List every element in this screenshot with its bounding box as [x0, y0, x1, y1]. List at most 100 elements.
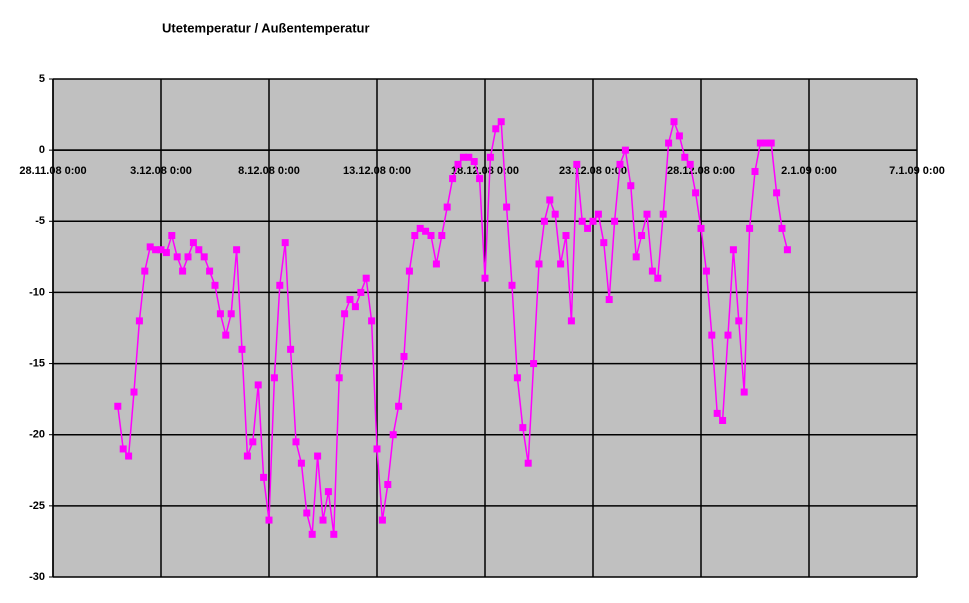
point-marker	[357, 288, 365, 296]
y-tick-label: -10	[29, 286, 45, 298]
point-marker	[206, 267, 214, 275]
point-marker	[189, 239, 197, 247]
point-marker	[778, 224, 786, 232]
point-marker	[168, 232, 176, 240]
y-tick-label: -5	[35, 215, 45, 227]
point-marker	[562, 232, 570, 240]
point-marker	[681, 153, 689, 161]
point-marker	[697, 224, 705, 232]
point-marker	[713, 409, 721, 417]
point-marker	[551, 210, 559, 218]
point-marker	[292, 438, 300, 446]
point-marker	[184, 253, 192, 261]
point-marker	[719, 416, 727, 424]
chart-title: Utetemperatur / Außentemperatur	[162, 20, 370, 35]
point-marker	[405, 267, 413, 275]
point-marker	[746, 224, 754, 232]
point-marker	[503, 203, 511, 211]
point-marker	[621, 146, 629, 154]
point-marker	[200, 253, 208, 261]
point-marker	[238, 345, 246, 353]
x-tick-label: 8.12.08 0:00	[238, 165, 300, 177]
point-marker	[573, 160, 581, 168]
point-marker	[416, 224, 424, 232]
point-marker	[751, 167, 759, 175]
point-marker	[675, 132, 683, 140]
point-marker	[438, 232, 446, 240]
point-marker	[729, 246, 737, 254]
point-marker	[373, 445, 381, 453]
point-marker	[125, 452, 133, 460]
point-marker	[249, 438, 257, 446]
point-marker	[513, 374, 521, 382]
point-marker	[767, 139, 775, 147]
point-marker	[308, 530, 316, 538]
point-marker	[287, 345, 295, 353]
point-marker	[233, 246, 241, 254]
point-marker	[384, 481, 392, 489]
point-marker	[783, 246, 791, 254]
y-tick-label: -25	[29, 500, 45, 512]
point-marker	[643, 210, 651, 218]
point-marker	[216, 310, 224, 318]
point-marker	[670, 118, 678, 126]
point-marker	[427, 232, 435, 240]
point-marker	[260, 473, 268, 481]
point-marker	[227, 310, 235, 318]
point-marker	[314, 452, 322, 460]
point-marker	[211, 281, 219, 289]
point-marker	[540, 217, 548, 225]
point-marker	[524, 459, 532, 467]
point-marker	[222, 331, 230, 339]
point-marker	[519, 424, 527, 432]
point-marker	[535, 260, 543, 268]
point-marker	[584, 224, 592, 232]
point-marker	[270, 374, 278, 382]
point-marker	[368, 317, 376, 325]
point-marker	[389, 431, 397, 439]
point-marker	[773, 189, 781, 197]
point-marker	[481, 274, 489, 282]
point-marker	[157, 246, 165, 254]
point-marker	[557, 260, 565, 268]
x-tick-label: 7.1.09 0:00	[889, 165, 945, 177]
point-marker	[152, 246, 160, 254]
x-tick-label: 3.12.08 0:00	[130, 165, 192, 177]
point-marker	[600, 239, 608, 247]
point-marker	[492, 125, 500, 133]
point-marker	[594, 210, 602, 218]
x-tick-label: 18.12.08 0:00	[451, 165, 519, 177]
point-marker	[324, 488, 332, 496]
point-marker	[297, 459, 305, 467]
point-marker	[276, 281, 284, 289]
point-marker	[756, 139, 764, 147]
point-marker	[724, 331, 732, 339]
point-marker	[578, 217, 586, 225]
point-marker	[443, 203, 451, 211]
point-marker	[589, 217, 597, 225]
point-marker	[351, 303, 359, 311]
point-marker	[395, 402, 403, 410]
point-marker	[411, 232, 419, 240]
point-marker	[265, 516, 273, 524]
point-marker	[708, 331, 716, 339]
point-marker	[611, 217, 619, 225]
point-marker	[341, 310, 349, 318]
y-tick-label: -15	[29, 357, 45, 369]
point-marker	[476, 175, 484, 183]
point-marker	[432, 260, 440, 268]
point-marker	[195, 246, 203, 254]
point-marker	[119, 445, 127, 453]
point-marker	[454, 160, 462, 168]
point-marker	[141, 267, 149, 275]
point-marker	[281, 239, 289, 247]
point-marker	[179, 267, 187, 275]
point-marker	[546, 196, 554, 204]
point-marker	[319, 516, 327, 524]
point-marker	[173, 253, 181, 261]
y-tick-label: 0	[39, 144, 45, 156]
point-marker	[130, 388, 138, 396]
point-marker	[735, 317, 743, 325]
point-marker	[638, 232, 646, 240]
